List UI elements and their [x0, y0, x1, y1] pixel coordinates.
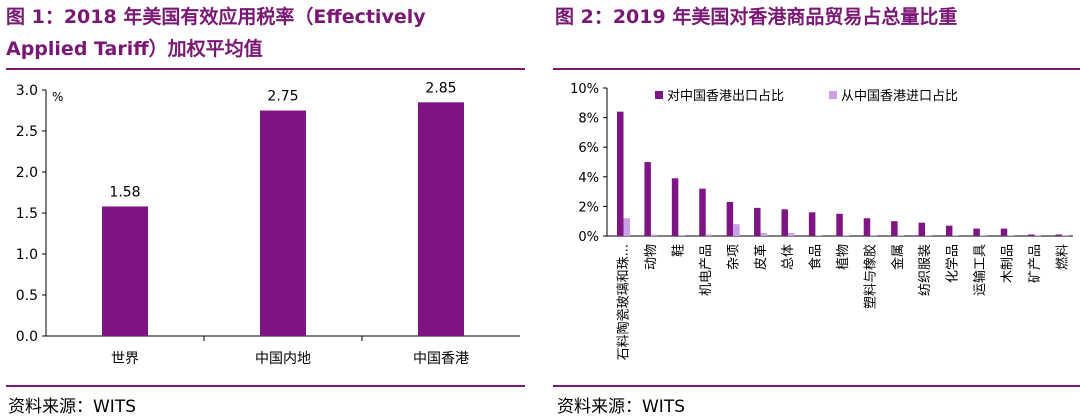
figure-1-title-line2: Applied Tariff）加权平均值 [6, 38, 263, 60]
y-tick-label: 2.0 [16, 165, 38, 181]
y-tick-label: 0.0 [16, 329, 38, 345]
legend-label: 对中国香港出口占比 [667, 89, 784, 104]
bar-export [754, 207, 761, 236]
bar-import [815, 235, 822, 236]
x-tick-label: 鞋 [671, 244, 687, 257]
y-tick-label: 3.0 [16, 83, 38, 99]
y-tick-label: 1.5 [16, 206, 38, 222]
bar-import [870, 235, 877, 236]
bar-export [1055, 234, 1063, 236]
y-tick-label: 8% [578, 112, 599, 127]
y-tick-label: 2.5 [16, 124, 38, 140]
x-tick-label: 燃料 [1054, 244, 1070, 270]
y-tick-label: 0% [578, 230, 599, 245]
bar-import [623, 218, 630, 236]
figure-1-top-rule [6, 68, 525, 70]
bar-import [842, 235, 850, 236]
y-tick-label: 6% [578, 141, 599, 156]
x-tick-label: 皮革 [754, 244, 769, 270]
data-label: 1.58 [109, 184, 140, 200]
bar [418, 102, 464, 336]
bar-export [945, 225, 953, 236]
bar [102, 206, 148, 336]
x-tick-label: 总体 [781, 244, 796, 270]
bar-import [952, 235, 959, 236]
x-tick-label: 化学品 [945, 244, 961, 283]
bar-import [925, 235, 932, 236]
figure-2-panel: 图 2：2019 年美国对香港商品贸易占总量比重 0% 2% 4% 6% 8% 10% 对中… [553, 0, 1080, 419]
legend-swatch [829, 91, 837, 99]
bar-export [726, 201, 734, 236]
legend-swatch [655, 91, 663, 99]
x-tick-label: 中国内地 [255, 351, 311, 367]
y-tick-label: 4% [578, 171, 599, 186]
x-tick-label: 运输工具 [972, 244, 988, 296]
x-tick-label: 食品 [808, 244, 824, 270]
x-tick-label: 植物 [836, 244, 851, 270]
bar-import [1007, 235, 1014, 236]
figure-2-chart: 0% 2% 4% 6% 8% 10% 对中国香港出口占比 从中国香港进口占比石料陶瓷玻璃和珠.… [570, 82, 1073, 360]
figure-2-bottom-rule [553, 385, 1080, 387]
bar-import [787, 233, 795, 236]
data-label: 2.75 [267, 89, 298, 105]
x-tick-label: 机电产品 [699, 244, 714, 296]
x-tick-label: 纺织服装 [918, 244, 933, 296]
bar-export [808, 212, 816, 236]
bar-import [705, 234, 713, 236]
bar-import [897, 235, 905, 236]
bar-import [650, 234, 658, 236]
figure-2-top-rule [553, 68, 1080, 70]
x-tick-label: 杂项 [726, 244, 741, 270]
y-tick-label: 10% [570, 82, 599, 97]
bar-import [1062, 235, 1069, 236]
figure-1-panel: 图 1：2018 年美国有效应用税率（Effectively Applied T… [0, 0, 525, 419]
data-label: 2.85 [425, 80, 456, 96]
bar-export [617, 111, 624, 236]
legend-label: 从中国香港进口占比 [841, 89, 958, 104]
bar-export [891, 221, 898, 236]
figure-1-title-line1: 图 1：2018 年美国有效应用税率（Effectively [6, 6, 426, 28]
bar-import [1034, 235, 1042, 236]
bar-export [699, 188, 706, 236]
figure-2-title: 图 2：2019 年美国对香港商品贸易占总量比重 [555, 6, 958, 28]
x-tick-label: 木制品 [1000, 244, 1015, 283]
figure-2-source: 资料来源：WITS [557, 397, 685, 417]
bar-export [1000, 228, 1008, 236]
bar [260, 110, 306, 336]
x-tick-label: 世界 [111, 351, 139, 367]
x-tick-label: 矿产品 [1028, 244, 1043, 283]
bar-export [1028, 234, 1035, 236]
x-tick-label: 中国香港 [413, 351, 469, 367]
figure-1-bottom-rule [6, 385, 525, 387]
x-tick-label: 动物 [644, 244, 659, 270]
bar-export [836, 213, 843, 236]
bar-export [671, 178, 679, 236]
bar-export [918, 222, 926, 236]
bar-import [979, 235, 987, 236]
figure-1-source: 资料来源：WITS [8, 397, 136, 417]
bar-export [644, 162, 651, 236]
bar-export [781, 209, 788, 236]
x-tick-label: 塑料与橡胶 [862, 244, 878, 309]
x-tick-label: 石料陶瓷玻璃和珠... [616, 244, 632, 360]
y-tick-label: 2% [578, 200, 599, 215]
x-tick-label: 金属 [890, 244, 906, 270]
bar-export [973, 228, 980, 236]
y-tick-label: 1.0 [16, 247, 38, 263]
bar-export [863, 218, 871, 236]
bar-import [678, 235, 685, 236]
y-tick-label: 0.5 [16, 288, 38, 304]
bar-import [760, 233, 768, 236]
y-unit-label: % [52, 90, 63, 104]
bar-import [733, 224, 740, 236]
figure-1-chart: % 0.0 0.5 1.0 1.5 2.0 2.5 3.0 1.58 世界 2.75 中国内地 2.8… [16, 80, 520, 367]
